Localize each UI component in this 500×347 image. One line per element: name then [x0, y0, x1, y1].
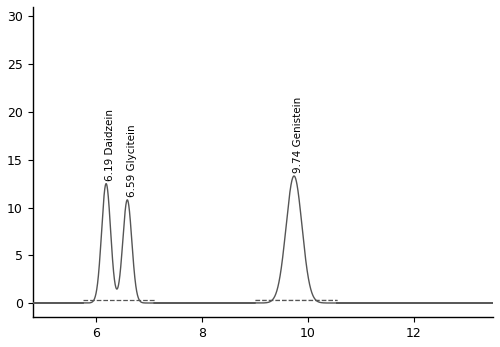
- Text: 6.59 Glycitein: 6.59 Glycitein: [126, 124, 136, 197]
- Text: 9.74 Genistein: 9.74 Genistein: [294, 97, 304, 173]
- Text: 6.19 Daidzein: 6.19 Daidzein: [106, 109, 116, 181]
